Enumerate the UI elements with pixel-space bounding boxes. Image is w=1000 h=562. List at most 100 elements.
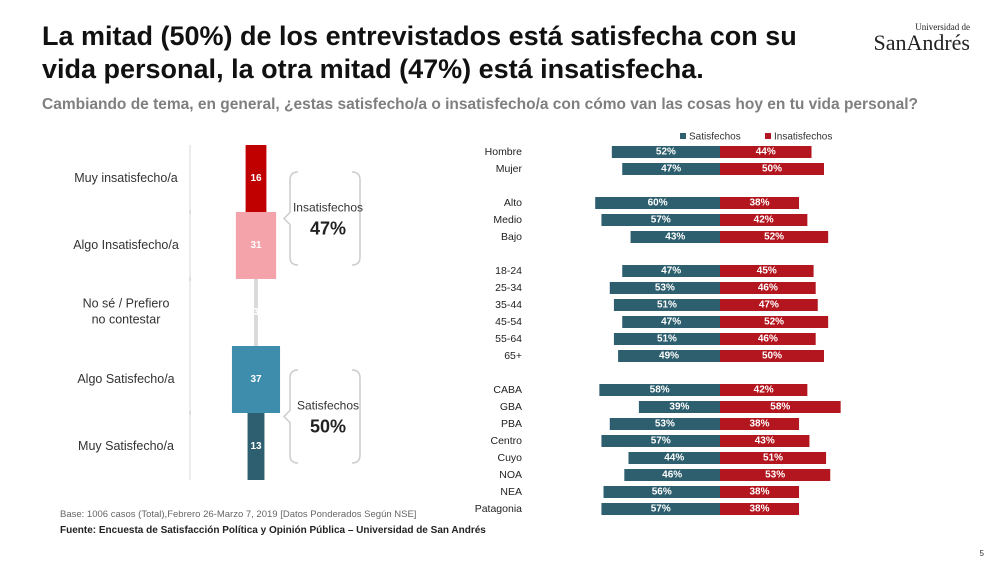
category-label: GBA (500, 401, 522, 413)
data-label: 47% (661, 164, 681, 175)
bar (245, 145, 267, 212)
group-label: Satisfechos (297, 399, 359, 413)
bar (720, 214, 808, 226)
data-label: 50% (762, 164, 782, 175)
bar (247, 413, 265, 480)
data-label: 44% (756, 147, 776, 158)
bar (720, 299, 818, 311)
bar (595, 197, 720, 209)
subtitle: Cambiando de tema, en general, ¿estas sa… (42, 96, 919, 113)
category-label: Muy Satisfecho/a (78, 439, 174, 453)
category-label: Mujer (496, 163, 523, 175)
bar (613, 333, 720, 345)
data-label: 60% (648, 198, 668, 209)
bar (622, 316, 720, 328)
bar (720, 452, 827, 464)
base-note: Base: 1006 casos (Total),Febrero 26-Marz… (60, 509, 417, 520)
legend-label: Insatisfechos (774, 132, 832, 143)
bar (720, 231, 829, 243)
data-label: 52% (764, 317, 784, 328)
bar (720, 486, 800, 498)
bar (630, 231, 720, 243)
bar (628, 452, 720, 464)
page-number: 5 (979, 549, 984, 558)
bar (254, 279, 258, 346)
category-label: Patagonia (475, 503, 522, 515)
category-label: No sé / Prefiero no contestar (83, 297, 170, 327)
bar (720, 333, 816, 345)
data-label: 51% (657, 334, 677, 345)
category-label: Hombre (485, 146, 523, 158)
group-value: 47% (310, 218, 346, 238)
bar (622, 265, 720, 277)
bar (720, 469, 831, 481)
category-label: Algo Insatisfecho/a (73, 238, 179, 252)
bracket (282, 171, 299, 266)
bar (603, 486, 720, 498)
category-label: 25-34 (495, 282, 522, 294)
legend-swatch (680, 133, 686, 139)
category-label: 55-64 (495, 333, 522, 345)
bar (720, 146, 812, 158)
category-label: NOA (499, 469, 522, 481)
category-label: Bajo (501, 231, 522, 243)
group-value: 50% (310, 416, 346, 436)
category-label: CABA (493, 384, 522, 396)
data-label: 37 (250, 374, 262, 385)
bracket (351, 369, 361, 464)
category-label: 18-24 (495, 265, 522, 277)
bar (720, 282, 816, 294)
data-label: 50% (762, 351, 782, 362)
logo-line: Universidad de (915, 22, 970, 32)
data-label: 39% (669, 402, 689, 413)
bar (609, 282, 720, 294)
bar (720, 401, 841, 413)
data-label: 45% (757, 266, 777, 277)
data-label: 16 (250, 173, 262, 184)
legend-label: Satisfechos (689, 132, 741, 143)
legend-swatch (765, 133, 771, 139)
bar (601, 435, 720, 447)
bar (622, 163, 720, 175)
data-label: 47% (661, 317, 681, 328)
bracket (351, 171, 361, 266)
data-label: 31 (250, 240, 262, 251)
category-label: Medio (493, 214, 522, 226)
bar (609, 418, 720, 430)
data-label: 42% (754, 215, 774, 226)
data-label: 53% (655, 419, 675, 430)
source: Fuente: Encuesta de Satisfacción Polític… (60, 525, 486, 536)
bar (720, 265, 814, 277)
category-label: 35-44 (495, 299, 522, 311)
bar (599, 384, 720, 396)
bar (720, 316, 829, 328)
category-label: Centro (490, 435, 522, 447)
slide-title: La mitad (50%) de los entrevistados está… (42, 21, 797, 84)
category-label: Cuyo (497, 452, 522, 464)
data-label: 38% (750, 504, 770, 515)
data-label: 42% (754, 385, 774, 396)
category-label: Alto (504, 197, 522, 209)
data-label: 51% (763, 453, 783, 464)
data-label: 57% (651, 215, 671, 226)
bar (720, 384, 808, 396)
bar (618, 350, 720, 362)
data-label: 38% (750, 419, 770, 430)
data-label: 38% (750, 487, 770, 498)
data-label: 52% (656, 147, 676, 158)
data-label: 44% (664, 453, 684, 464)
data-label: 51% (657, 300, 677, 311)
bar (624, 469, 720, 481)
group-label: Insatisfechos (293, 201, 363, 215)
bar (720, 435, 810, 447)
data-label: 57% (651, 504, 671, 515)
category-label: 45-54 (495, 316, 522, 328)
data-label: 46% (758, 334, 778, 345)
bar (601, 503, 720, 515)
data-label: 58% (770, 402, 790, 413)
data-label: 56% (652, 487, 672, 498)
data-label: 43% (665, 232, 685, 243)
data-label: 38% (750, 198, 770, 209)
